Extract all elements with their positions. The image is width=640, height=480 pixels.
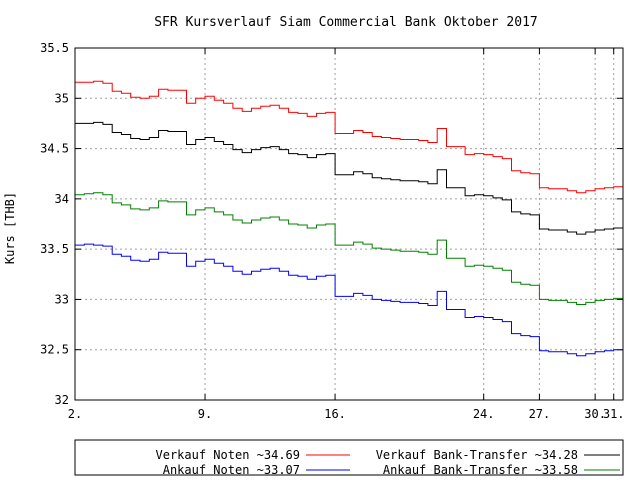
y-tick-label: 33	[55, 292, 69, 306]
legend: Verkauf Noten ~34.69 Verkauf Bank-Transfe…	[74, 439, 624, 477]
x-tick-label: 31.	[603, 407, 625, 421]
chart-title: SFR Kursverlauf Siam Commercial Bank Okt…	[154, 15, 538, 30]
legend-label-4: Ankauf Bank-Transfer ~33.58	[383, 463, 578, 477]
y-tick-label: 35	[55, 91, 69, 105]
legend-label-2: Verkauf Bank-Transfer ~34.28	[376, 448, 578, 462]
plot-frame	[74, 47, 624, 401]
y-tick-label: 34.5	[40, 142, 69, 156]
y-tick-label: 32	[55, 393, 69, 407]
legend-label-1: Verkauf Noten ~34.69	[156, 448, 301, 462]
x-tick-label: 16.	[324, 407, 346, 421]
grid	[75, 48, 623, 400]
y-tick-label: 32.5	[40, 343, 69, 357]
x-tick-label: 24.	[473, 407, 495, 421]
y-ticks: 32 32.5 33 33.5 34 34.5 35 35.5	[40, 41, 623, 407]
series-line-3	[75, 243, 624, 357]
x-tick-label: 9.	[198, 407, 212, 421]
legend-frame	[74, 439, 624, 476]
x-tick-label: 30.	[584, 407, 606, 421]
y-axis-label: Kurs [THB]	[3, 192, 17, 264]
y-tick-label: 33.5	[40, 242, 69, 256]
y-tick-label: 34	[55, 192, 69, 206]
series-line-2	[75, 121, 624, 235]
x-ticks: 2. 9. 16. 24. 27. 30.31.	[68, 48, 625, 421]
series-group	[75, 80, 624, 357]
legend-label-3: Ankauf Noten ~33.07	[163, 463, 300, 477]
x-tick-label: 2.	[68, 407, 82, 421]
y-tick-label: 35.5	[40, 41, 69, 55]
series-line-1	[75, 80, 624, 194]
x-tick-label: 27.	[529, 407, 551, 421]
series-line-4	[75, 192, 624, 305]
